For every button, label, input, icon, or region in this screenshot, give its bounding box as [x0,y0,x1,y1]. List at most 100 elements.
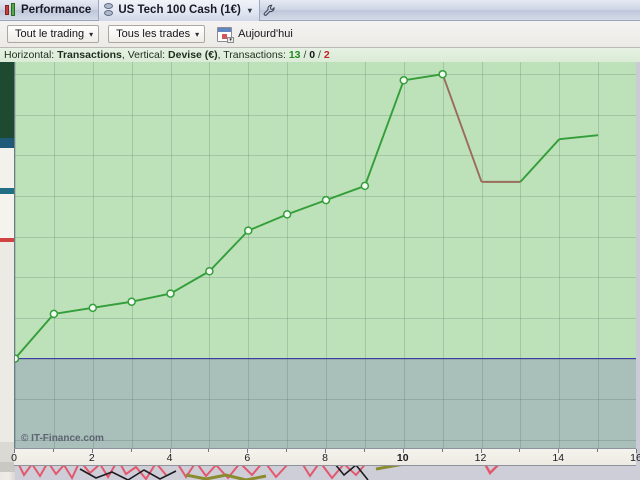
equity-segment [15,313,55,360]
x-axis-tick [247,449,249,453]
data-point-marker[interactable] [205,267,214,276]
trading-filter-label: Tout le trading [15,28,85,40]
gridline-horizontal [15,74,636,76]
equity-segment [131,292,171,303]
equity-segment [403,73,443,82]
gridline-vertical [53,62,55,448]
chevron-down-icon[interactable]: ▾ [247,5,252,15]
gridline-horizontal [15,114,636,116]
data-point-marker[interactable] [360,181,370,191]
gridline-vertical [209,62,211,448]
equity-segment [519,138,560,183]
x-axis-tick [480,449,482,453]
data-point-marker[interactable] [88,303,97,313]
status-sep-2: / [318,49,321,61]
data-point-marker[interactable] [127,297,136,306]
gridline-vertical [481,62,483,448]
gridline-vertical [598,62,600,448]
x-axis-tick [169,449,171,453]
gridline-vertical [559,62,561,448]
status-losses-count: 2 [323,49,330,61]
status-sep-1: / [303,49,307,61]
trades-filter-label: Tous les trades [116,28,191,40]
data-point-marker[interactable] [399,76,408,85]
x-axis-label: 10 [396,452,409,464]
chevron-down-icon: ▾ [89,29,94,39]
x-axis-label: 8 [322,452,328,464]
x-axis-tick [636,449,637,453]
gridline-horizontal [15,277,636,279]
data-point-marker[interactable] [438,69,447,79]
equity-segment [208,229,249,272]
data-point-marker[interactable] [244,226,253,235]
x-axis-label: 2 [88,452,95,464]
x-axis-label: 12 [474,452,487,464]
data-point-marker[interactable] [49,309,59,319]
performance-chart[interactable]: © IT-Finance.com [14,62,636,448]
date-range-label: Aujourd'hui [238,28,293,40]
x-axis-label: 4 [166,452,173,464]
equity-segment [559,134,599,141]
equity-segment [170,270,210,295]
x-axis-label: 16 [630,452,640,464]
date-range-selector[interactable]: ▾ Aujourd'hui [217,26,293,43]
x-axis-tick [402,449,404,453]
data-point-marker[interactable] [166,289,175,298]
gridline-vertical [326,62,327,448]
chevron-down-icon: ▾ [195,29,200,39]
status-wins-count: 13 [288,49,301,61]
x-axis-tick [325,449,326,453]
gridline-vertical [131,62,133,448]
status-transactions-key: , Transactions: [217,49,286,61]
equity-segment [247,213,288,232]
trading-filter-dropdown[interactable]: Tout le trading ▾ [7,25,100,43]
wrench-icon[interactable] [260,2,280,18]
data-point-marker[interactable] [282,210,292,219]
chart-status-line: Horizontal: Transactions, Vertical: Devi… [0,48,640,62]
x-axis-minor-tick [519,449,521,452]
zero-baseline [15,357,636,360]
background-window-left-strip [0,20,15,480]
gridline-vertical [520,62,522,448]
chart-toolbar: Tout le trading ▾ Tous les trades ▾ ▾ Au… [0,21,640,48]
equity-segment [286,199,327,216]
x-axis-label: 0 [11,452,17,464]
x-axis: 0 2 4 6 8 10 12 14 16 [11,448,640,466]
gridline-vertical [15,62,16,448]
x-axis-minor-tick [597,449,599,452]
tab-us-tech-100-cash[interactable]: US Tech 100 Cash (1€) ▾ [99,0,260,21]
x-axis-minor-tick [52,449,54,452]
equity-segment [53,306,93,315]
window-tab-bar: Performance US Tech 100 Cash (1€) ▾ [0,0,640,21]
equity-segment [325,185,366,202]
chart-watermark: © IT-Finance.com [21,433,104,444]
equity-segment [441,73,483,183]
x-axis-tick [91,449,93,453]
gridline-horizontal [15,236,636,238]
trades-filter-dropdown[interactable]: Tous les trades ▾ [108,25,206,43]
x-axis-tick [558,449,560,453]
calendar-icon: ▾ [217,26,235,43]
tab-performance-label: Performance [21,4,92,16]
x-axis-minor-tick [130,449,132,452]
status-vertical-value: Devise (€) [168,49,218,61]
status-horizontal-key: Horizontal: [4,49,55,61]
gridline-horizontal [15,439,636,441]
gridline-vertical [92,62,94,448]
status-breakeven-count: 0 [309,49,316,61]
negative-equity-band [15,358,636,448]
candlestick-icon [4,3,17,17]
x-axis-label: 14 [552,452,565,464]
gridline-vertical [364,62,366,448]
gridline-vertical [170,62,172,448]
tab-performance[interactable]: Performance [0,0,100,21]
equity-segment [363,79,405,187]
data-point-marker[interactable] [321,195,331,205]
gauge-icon [103,2,114,18]
data-point-marker[interactable] [15,354,20,363]
equity-curve [15,69,599,363]
equity-segment [92,300,132,309]
tab-instrument-label: US Tech 100 Cash (1€) [118,4,241,16]
x-axis-label: 6 [244,452,251,464]
